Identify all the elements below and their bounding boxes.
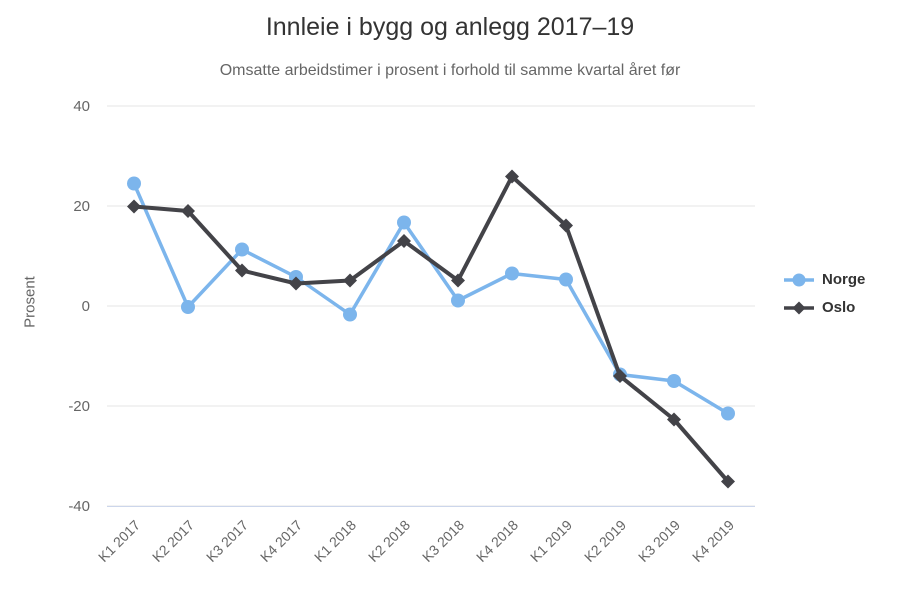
y-tick-label: 0	[82, 298, 90, 315]
legend-label-norge: Norge	[822, 271, 866, 288]
data-point-oslo[interactable]	[613, 369, 627, 383]
series-line-norge	[132, 181, 730, 416]
diamond-marker-icon	[784, 301, 814, 315]
legend-item-norge[interactable]: Norge	[783, 268, 865, 292]
x-tick-label: K4 2017	[257, 517, 305, 565]
data-point-norge[interactable]	[667, 374, 681, 388]
y-tick-label: -20	[68, 398, 90, 415]
data-point-norge[interactable]	[559, 272, 573, 287]
data-point-norge[interactable]	[181, 300, 195, 314]
x-tick-label: K2 2019	[581, 517, 629, 565]
data-point-norge[interactable]	[451, 293, 465, 308]
x-tick-label: K3 2018	[419, 517, 467, 565]
x-tick-label: K1 2017	[95, 517, 143, 565]
data-point-norge[interactable]	[343, 307, 357, 322]
data-point-norge[interactable]	[235, 242, 249, 257]
x-tick-label: K4 2018	[473, 517, 521, 565]
series-line-oslo	[132, 174, 730, 484]
x-tick-label: K3 2019	[635, 517, 683, 565]
y-tick-label: -40	[68, 498, 90, 515]
data-point-oslo[interactable]	[397, 234, 411, 248]
circle-marker-icon	[784, 273, 814, 287]
x-tick-label: K4 2019	[689, 517, 737, 565]
y-tick-label: 40	[73, 98, 90, 115]
x-tick-label: K1 2019	[527, 517, 575, 565]
data-point-norge[interactable]	[721, 406, 735, 421]
data-point-norge[interactable]	[505, 266, 519, 281]
legend-label-oslo: Oslo	[822, 299, 856, 316]
data-point-oslo[interactable]	[721, 474, 735, 489]
data-point-oslo[interactable]	[343, 273, 357, 288]
chart-title: Innleie i bygg og anlegg 2017–19	[265, 13, 635, 41]
y-tick-label: 20	[73, 198, 90, 215]
legend-item-oslo[interactable]: Oslo	[783, 296, 865, 320]
data-point-oslo[interactable]	[505, 169, 519, 184]
chart-subtitle: Omsatte arbeidstimer i prosent i forhold…	[219, 62, 681, 79]
data-point-oslo[interactable]	[127, 199, 141, 214]
data-point-oslo[interactable]	[181, 204, 195, 218]
data-point-norge[interactable]	[397, 215, 411, 230]
data-point-oslo[interactable]	[451, 273, 465, 288]
data-point-oslo[interactable]	[235, 263, 249, 278]
x-tick-label: K2 2017	[149, 517, 197, 565]
data-point-oslo[interactable]	[667, 412, 681, 427]
x-tick-label: K3 2017	[203, 517, 251, 565]
x-tick-label: K2 2018	[365, 517, 413, 565]
data-point-norge[interactable]	[127, 176, 141, 191]
data-point-oslo[interactable]	[559, 218, 573, 233]
data-point-oslo[interactable]	[289, 276, 303, 291]
legend: Norge Oslo	[783, 268, 865, 320]
x-tick-label: K1 2018	[311, 517, 359, 565]
